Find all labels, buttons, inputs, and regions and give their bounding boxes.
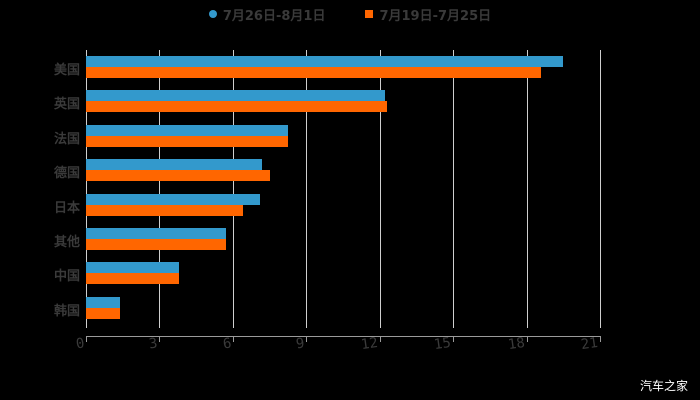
bar-series-1[interactable] — [86, 159, 262, 170]
legend-item-series-1[interactable]: 7月26日-8月1日 — [208, 5, 326, 24]
x-axis-tick-label: 0 — [74, 335, 86, 353]
legend-label: 7月19日-7月25日 — [379, 8, 492, 24]
circle-marker-icon — [208, 10, 217, 18]
gridline — [159, 50, 160, 328]
x-axis-tick — [159, 336, 160, 342]
x-axis-tick — [527, 336, 528, 342]
bar-series-2[interactable] — [86, 205, 243, 216]
square-marker-icon — [365, 10, 374, 18]
x-axis-tick — [600, 336, 601, 342]
x-axis-tick — [233, 336, 234, 342]
bar-series-2[interactable] — [86, 67, 541, 78]
gridline — [527, 50, 528, 328]
y-axis-category-label: 中国 — [53, 269, 80, 285]
bar-series-1[interactable] — [86, 194, 260, 205]
bar-series-2[interactable] — [86, 273, 179, 284]
x-axis-tick-label: 6 — [221, 335, 233, 353]
bar-series-1[interactable] — [86, 228, 226, 239]
bar-series-2[interactable] — [86, 136, 288, 147]
x-axis-tick — [453, 336, 454, 342]
gridline — [306, 50, 307, 328]
legend-item-series-2[interactable]: 7月19日-7月25日 — [365, 5, 491, 24]
bar-series-2[interactable] — [86, 101, 387, 112]
bar-series-1[interactable] — [86, 297, 120, 308]
bar-series-1[interactable] — [86, 56, 563, 67]
gridline — [86, 50, 87, 328]
x-axis-tick-label: 3 — [147, 335, 159, 353]
y-axis-category-label: 美国 — [53, 63, 80, 78]
gridline — [233, 50, 234, 328]
bar-series-1[interactable] — [86, 262, 179, 273]
y-axis-category-label: 日本 — [53, 200, 80, 216]
x-axis-tick-label: 9 — [294, 335, 306, 353]
y-axis-category-label: 德国 — [53, 166, 80, 182]
x-axis-tick — [306, 336, 307, 342]
bar-series-2[interactable] — [86, 308, 120, 319]
x-axis-tick — [86, 336, 87, 342]
y-axis-category-label: 英国 — [53, 97, 80, 113]
bar-series-2[interactable] — [86, 239, 226, 250]
bar-series-1[interactable] — [86, 90, 385, 101]
watermark: 汽车之家 — [639, 379, 688, 393]
gridline — [453, 50, 454, 328]
y-axis-category-label: 其他 — [53, 235, 80, 250]
y-axis-category-label: 法国 — [53, 131, 80, 147]
x-axis-tick-label: 15 — [432, 334, 452, 354]
x-axis-tick — [380, 336, 381, 342]
x-axis-tick-label: 21 — [579, 334, 599, 354]
x-axis-tick-label: 18 — [506, 334, 526, 354]
gridline — [380, 50, 381, 328]
gridline — [600, 50, 601, 328]
chart-legend: 7月26日-8月1日 7月19日-7月25日 — [0, 4, 700, 24]
legend-label: 7月26日-8月1日 — [222, 8, 326, 24]
bar-series-1[interactable] — [86, 125, 288, 136]
x-axis-tick-label: 12 — [359, 334, 379, 354]
bar-series-2[interactable] — [86, 170, 270, 181]
y-axis-category-label: 韩国 — [53, 303, 80, 319]
x-axis-line — [86, 336, 600, 337]
